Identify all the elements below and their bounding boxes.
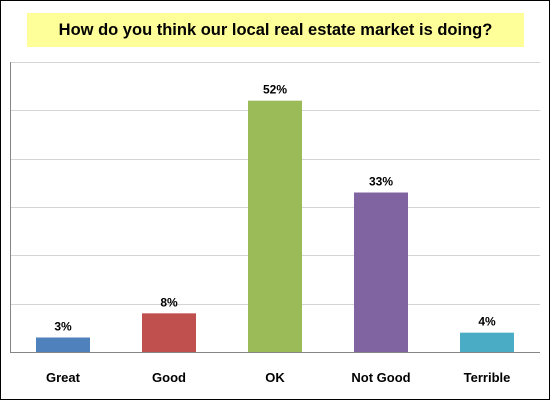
title-box: How do you think our local real estate m… (27, 13, 524, 47)
data-label: 8% (160, 295, 178, 309)
chart-title: How do you think our local real estate m… (58, 20, 493, 39)
x-tick-label: Good (152, 370, 186, 385)
bar-not-good (354, 192, 408, 352)
x-tick-label: Not Good (351, 370, 410, 385)
bar-great (36, 337, 90, 352)
x-tick-label: Great (46, 370, 81, 385)
bar-good (142, 313, 196, 352)
data-label: 3% (54, 320, 72, 334)
data-label: 52% (263, 83, 287, 97)
bar-terrible (460, 332, 514, 352)
x-tick-label: OK (265, 370, 285, 385)
x-tick-label: Terrible (464, 370, 511, 385)
data-label: 4% (478, 315, 496, 329)
bar-ok (248, 100, 302, 353)
data-label: 33% (369, 175, 393, 189)
